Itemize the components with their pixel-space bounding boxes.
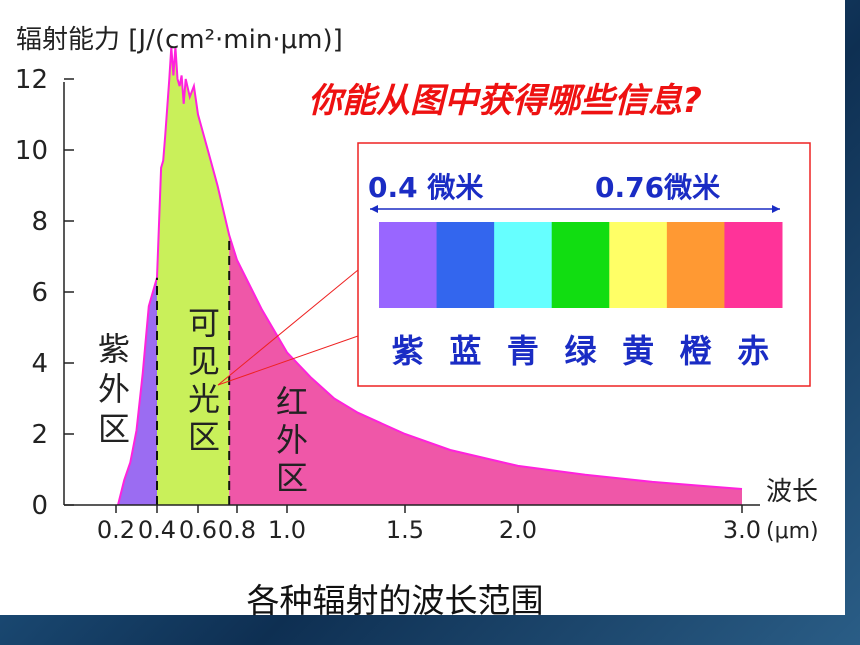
y-tick-label-2: 2 xyxy=(31,420,48,450)
y-tick-label-10: 10 xyxy=(15,136,48,166)
spectrum-color-name-2: 青 xyxy=(507,332,539,370)
y-tick-label-8: 8 xyxy=(31,207,48,237)
region-label-visible-char-1: 见 xyxy=(188,342,220,380)
spectrum-color-name-3: 绿 xyxy=(564,332,597,370)
region-label-uv-char-0: 紫 xyxy=(98,330,130,368)
region-label-visible-char-0: 可 xyxy=(188,304,220,342)
region-label-uv-char-1: 外 xyxy=(98,370,130,408)
region-label-uv: 紫外区 xyxy=(98,330,130,448)
y-tick-label-0: 0 xyxy=(31,491,48,521)
x-tick-label-3: 0.8 xyxy=(218,516,256,544)
x-tick-label-6: 2.0 xyxy=(499,516,537,544)
region-label-ir-char-2: 区 xyxy=(276,459,308,497)
arrow-head-right xyxy=(772,205,780,213)
x-tick-label-5: 1.5 xyxy=(386,516,424,544)
region-label-visible-char-3: 区 xyxy=(188,418,220,456)
spectrum-band-3 xyxy=(551,222,610,308)
y-tick-label-6: 6 xyxy=(31,278,48,308)
chart-areas xyxy=(116,47,743,506)
spectrum-band-6 xyxy=(724,222,783,308)
spectrum-band-1 xyxy=(436,222,495,308)
arrow-head-left xyxy=(370,205,378,213)
callout-line-bottom xyxy=(217,335,359,386)
callout-line-top xyxy=(217,269,359,386)
spectrum-end-label: 0.76微米 xyxy=(595,171,720,204)
spectrum-color-name-6: 赤 xyxy=(737,332,769,370)
region-fill-2 xyxy=(229,235,742,505)
chart-caption: 各种辐射的波长范围 xyxy=(247,581,544,620)
spectrum-color-name-4: 黄 xyxy=(622,332,654,370)
spectrum-color-name-1: 蓝 xyxy=(449,332,481,370)
region-label-uv-char-2: 区 xyxy=(98,410,130,448)
spectrum-inset: 0.4 微米 0.76微米紫蓝青绿黄橙赤 xyxy=(217,142,811,387)
spectrum-band-4 xyxy=(609,222,668,308)
x-tick-label-4: 1.0 xyxy=(268,516,306,544)
x-axis-unit: (μm) xyxy=(766,519,819,544)
chart-axes: 0 2 4 6 8 10 12 0.2 0.4 0.6 0.8 1.0 1.5 2.0 3.0 xyxy=(15,65,761,544)
spectrum-color-name-0: 紫 xyxy=(392,332,424,370)
x-tick-label-2: 0.6 xyxy=(179,516,217,544)
y-axis-title: 辐射能力 [J/(cm²·min·μm)] xyxy=(16,25,343,55)
y-tick-label-4: 4 xyxy=(31,349,48,379)
x-tick-label-7: 3.0 xyxy=(723,516,761,544)
spectrum-band-2 xyxy=(494,222,553,308)
x-tick-label-1: 0.4 xyxy=(138,516,176,544)
spectrum-band-5 xyxy=(666,222,725,308)
spectrum-color-name-5: 橙 xyxy=(680,332,713,370)
spectrum-band-0 xyxy=(379,222,438,308)
region-label-ir-char-0: 红 xyxy=(276,383,308,421)
spectrum-start-label: 0.4 微米 xyxy=(368,171,483,204)
y-tick-label-12: 12 xyxy=(15,65,48,95)
region-label-ir: 红外区 xyxy=(276,383,308,497)
x-tick-label-0: 0.2 xyxy=(97,516,135,544)
chart-labels: 辐射能力 [J/(cm²·min·μm)]波长(μm)各种辐射的波长范围紫外区可… xyxy=(16,25,819,620)
region-label-visible-char-2: 光 xyxy=(188,380,220,418)
x-axis-end-label: 波长 xyxy=(766,477,818,507)
spectrum-curve xyxy=(117,47,743,506)
region-label-ir-char-1: 外 xyxy=(276,421,308,459)
region-fill-1 xyxy=(157,47,230,505)
question-text: 你能从图中获得哪些信息? xyxy=(308,81,702,121)
